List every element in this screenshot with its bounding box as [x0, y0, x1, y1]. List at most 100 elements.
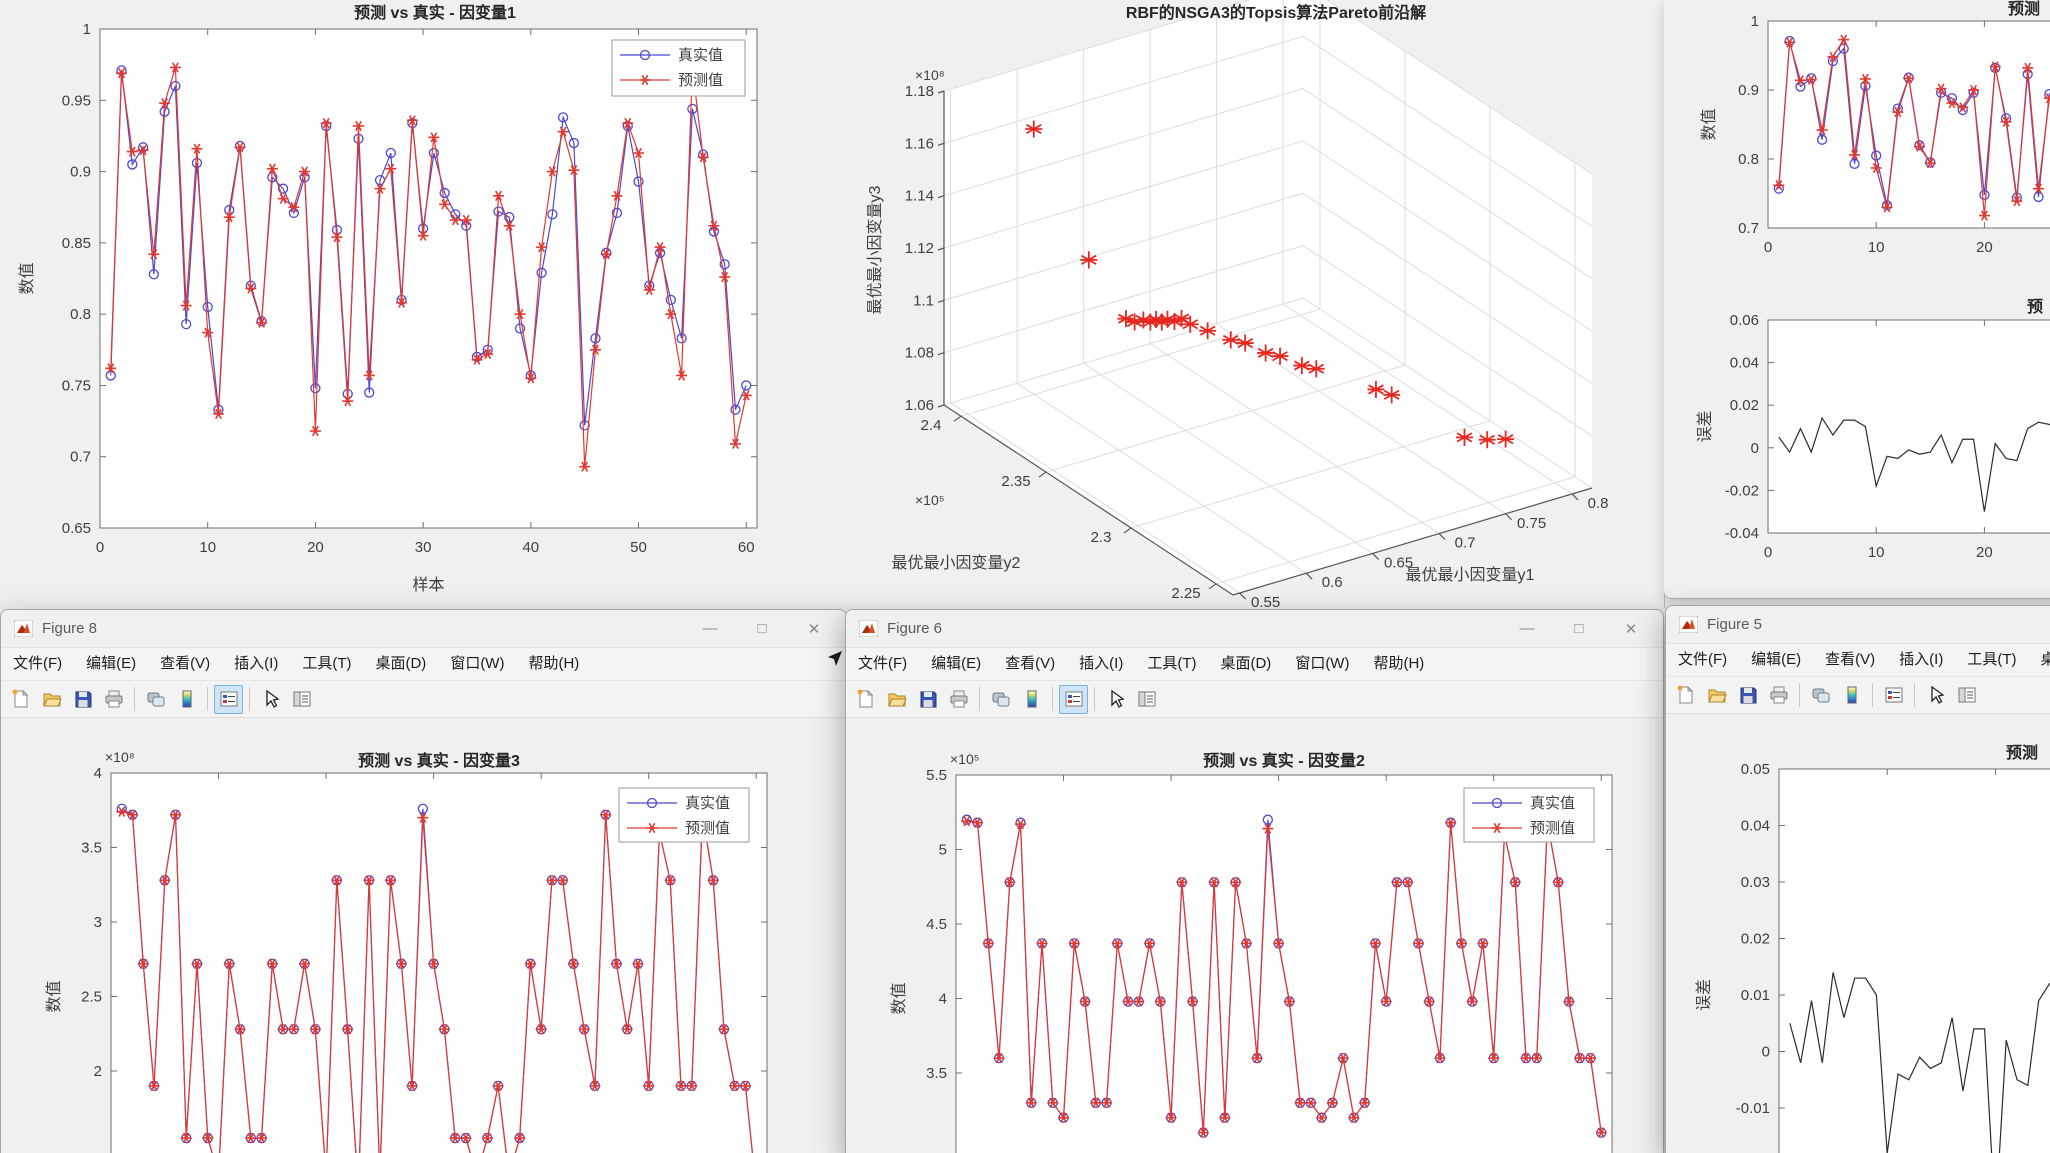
link-plot-icon[interactable]	[141, 685, 170, 714]
figure-window-topright: 01020304050600.70.80.91预测数值0102030405060…	[1664, 0, 2050, 599]
menu-item[interactable]: 桌面(D)	[2028, 644, 2050, 676]
insert-legend-icon[interactable]	[214, 684, 243, 714]
svg-text:10: 10	[1868, 239, 1885, 256]
svg-text:-0.01: -0.01	[1736, 1100, 1770, 1117]
new-figure-icon[interactable]	[6, 685, 35, 714]
svg-text:预测 vs 真实 - 因变量3: 预测 vs 真实 - 因变量3	[358, 751, 520, 770]
figure5-titlebar[interactable]: Figure 5	[1666, 606, 2050, 644]
menu-item[interactable]: 插入(I)	[1079, 655, 1124, 672]
svg-text:1.06: 1.06	[905, 397, 934, 414]
svg-text:0: 0	[1764, 544, 1772, 561]
print-figure-icon[interactable]	[99, 685, 128, 714]
menu-item[interactable]: 桌面(D)	[1220, 655, 1272, 672]
menu-item[interactable]: 工具(T)	[302, 655, 352, 672]
svg-text:1.16: 1.16	[905, 135, 934, 152]
insert-colorbar-icon[interactable]	[172, 685, 201, 714]
svg-text:数值: 数值	[45, 980, 63, 1012]
svg-text:0.65: 0.65	[62, 520, 91, 537]
maximize-button[interactable]: □	[757, 620, 767, 637]
svg-text:1.14: 1.14	[905, 188, 934, 205]
menu-item[interactable]: 编辑(E)	[86, 655, 137, 672]
menu-item[interactable]: 帮助(H)	[1373, 655, 1425, 672]
property-inspector-icon[interactable]	[287, 685, 316, 714]
svg-text:0.03: 0.03	[1741, 874, 1770, 891]
toolbar-separator	[1914, 683, 1915, 707]
svg-text:-0.02: -0.02	[1725, 482, 1759, 499]
window-title: Figure 8	[42, 620, 98, 637]
figure5-menubar: 文件(F)编辑(E)查看(V)插入(I)工具(T)桌面(D)窗口(W)帮助(H)	[1666, 644, 2050, 677]
property-inspector-icon[interactable]	[1952, 681, 1981, 710]
open-file-icon[interactable]	[37, 685, 66, 714]
save-figure-icon[interactable]	[1733, 681, 1762, 710]
svg-text:×10⁸: ×10⁸	[105, 749, 135, 765]
svg-text:20: 20	[1976, 239, 1993, 256]
menu-item[interactable]: 查看(V)	[1825, 651, 1876, 668]
print-figure-icon[interactable]	[1764, 681, 1793, 710]
close-button[interactable]: ✕	[1624, 620, 1638, 638]
figure6-titlebar[interactable]: Figure 6 — □ ✕	[846, 610, 1663, 648]
svg-text:2.35: 2.35	[1001, 473, 1030, 490]
svg-text:40: 40	[522, 539, 539, 556]
svg-text:3: 3	[94, 914, 102, 931]
minimize-button[interactable]: —	[1519, 620, 1535, 637]
svg-text:预测: 预测	[2006, 743, 2038, 762]
figure-window-pareto: 1.06 1.08 1.1 1.12 1.14 1.16 1.18 2.25 2.3 2.35 2.…	[838, 0, 1665, 608]
edit-plot-icon[interactable]	[1921, 681, 1950, 710]
svg-text:1: 1	[1751, 13, 1759, 30]
figure8-titlebar[interactable]: Figure 8 — □ ✕	[1, 610, 846, 648]
menu-item[interactable]: 查看(V)	[1005, 655, 1056, 672]
menu-item[interactable]: 查看(V)	[160, 655, 211, 672]
menu-item[interactable]: 插入(I)	[1899, 651, 1944, 668]
new-figure-icon[interactable]	[851, 685, 880, 714]
svg-text:最优最小因变量y3: 最优最小因变量y3	[866, 185, 884, 314]
link-plot-icon[interactable]	[1806, 681, 1835, 710]
svg-text:0.8: 0.8	[1738, 151, 1759, 168]
menu-item[interactable]: 桌面(D)	[375, 655, 427, 672]
open-file-icon[interactable]	[1702, 681, 1731, 710]
edit-plot-icon[interactable]	[1101, 685, 1130, 714]
svg-text:真实值: 真实值	[1530, 794, 1575, 812]
maximize-button[interactable]: □	[1574, 620, 1584, 637]
figure8-menubar: 文件(F) 编辑(E) 查看(V) 插入(I) 工具(T) 桌面(D) 窗口(W) 帮助(H)	[1, 648, 846, 681]
menu-item[interactable]: 帮助(H)	[528, 655, 580, 672]
svg-text:预测值: 预测值	[685, 820, 730, 837]
svg-text:预测 vs 真实 - 因变量2: 预测 vs 真实 - 因变量2	[1203, 751, 1365, 770]
insert-colorbar-icon[interactable]	[1837, 681, 1866, 710]
close-button[interactable]: ✕	[807, 620, 821, 638]
menu-item[interactable]: 窗口(W)	[1295, 655, 1350, 672]
insert-legend-icon[interactable]	[1059, 684, 1088, 714]
insert-colorbar-icon[interactable]	[1017, 685, 1046, 714]
menu-item[interactable]: 工具(T)	[1967, 651, 2017, 668]
svg-text:0.85: 0.85	[62, 235, 91, 252]
svg-text:10: 10	[199, 539, 216, 556]
save-figure-icon[interactable]	[913, 685, 942, 714]
new-figure-icon[interactable]	[1671, 681, 1700, 710]
svg-text:2.5: 2.5	[81, 989, 102, 1006]
minimize-button[interactable]: —	[702, 620, 718, 637]
menu-item[interactable]: 插入(I)	[234, 655, 279, 672]
mouse-cursor-icon	[824, 649, 844, 674]
menu-item[interactable]: 文件(F)	[1678, 651, 1728, 668]
insert-legend-icon[interactable]	[1879, 681, 1908, 710]
save-figure-icon[interactable]	[68, 685, 97, 714]
toolbar-separator	[1094, 687, 1095, 711]
figure6-toolbar	[846, 681, 1663, 718]
svg-text:预测值: 预测值	[678, 72, 723, 89]
print-figure-icon[interactable]	[944, 685, 973, 714]
menu-item[interactable]: 编辑(E)	[1751, 651, 1802, 668]
property-inspector-icon[interactable]	[1132, 685, 1161, 714]
svg-text:0.75: 0.75	[1517, 515, 1546, 532]
matlab-icon	[858, 619, 879, 638]
svg-text:3.5: 3.5	[81, 840, 102, 857]
edit-plot-icon[interactable]	[256, 685, 285, 714]
menu-item[interactable]: 窗口(W)	[450, 655, 505, 672]
link-plot-icon[interactable]	[986, 685, 1015, 714]
open-file-icon[interactable]	[882, 685, 911, 714]
svg-text:预: 预	[2027, 298, 2043, 316]
menu-item[interactable]: 文件(F)	[858, 655, 908, 672]
menu-item[interactable]: 文件(F)	[13, 655, 63, 672]
menu-item[interactable]: 编辑(E)	[931, 655, 982, 672]
svg-text:0: 0	[1751, 440, 1759, 457]
menu-item[interactable]: 工具(T)	[1147, 655, 1197, 672]
